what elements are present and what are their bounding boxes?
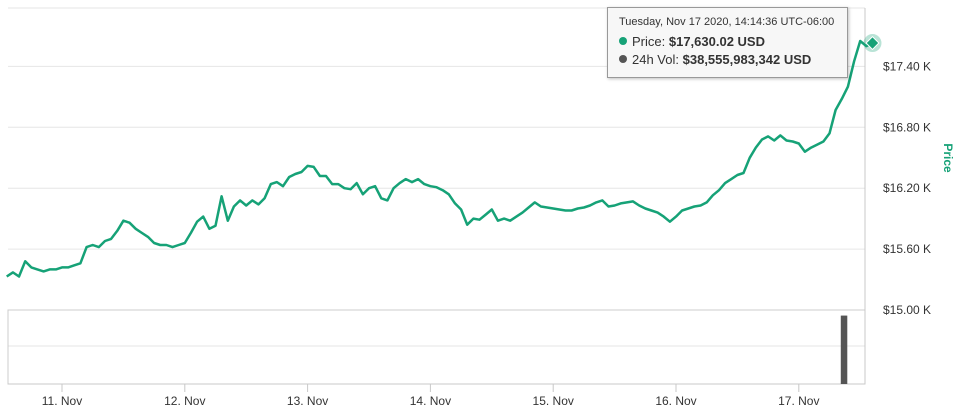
volume-dot-icon (619, 55, 627, 63)
x-tick-label: 15. Nov (533, 394, 574, 408)
volume-bar (844, 315, 847, 384)
y-tick-label: $16.80 K (883, 120, 931, 134)
tooltip-volume-value: $38,555,983,342 USD (682, 52, 812, 67)
volume-bar (842, 315, 844, 384)
volume-bar (840, 315, 843, 384)
y-tick-label: $15.60 K (883, 242, 931, 256)
price-dot-icon (619, 37, 627, 45)
x-tick-label: 14. Nov (410, 394, 451, 408)
volume-series (840, 315, 848, 384)
volume-bar (843, 315, 845, 384)
hover-marker (863, 34, 882, 53)
y-axis-title: Price (941, 143, 955, 173)
x-tick-label: 16. Nov (655, 394, 696, 408)
tooltip-volume-row: 24h Vol: $38,555,983,342 USD (619, 51, 847, 69)
x-tick-label: 13. Nov (287, 394, 328, 408)
x-tick-label: 11. Nov (42, 394, 82, 408)
y-tick-label: $15.00 K (883, 303, 931, 317)
chart-tooltip: Tuesday, Nov 17 2020, 14:14:36 UTC-06:00… (607, 7, 848, 78)
x-tick-label: 17. Nov (778, 394, 819, 408)
x-axis-ticks: 11. Nov 12. Nov 13. Nov 14. Nov 15. Nov 16. N… (42, 384, 819, 408)
tooltip-date: Tuesday, Nov 17 2020, 14:14:36 UTC-06:00 (619, 16, 835, 28)
y-tick-label: $16.20 K (883, 181, 931, 195)
tooltip-volume-label: 24h Vol: (632, 52, 679, 67)
tooltip-price-row: Price: $17,630.02 USD (619, 33, 847, 51)
y-axis-ticks: $15.00 K $15.60 K $16.20 K $16.80 K $17.40 K (883, 59, 931, 317)
x-tick-label: 12. Nov (164, 394, 205, 408)
hover-point (865, 35, 880, 51)
price-series-line[interactable] (6, 39, 874, 278)
volume-bar (845, 315, 848, 384)
y-tick-label: $17.40 K (883, 59, 931, 73)
tooltip-price-label: Price: (632, 34, 666, 49)
volume-panel (7, 309, 866, 385)
tooltip-price-value: $17,630.02 USD (668, 34, 765, 49)
